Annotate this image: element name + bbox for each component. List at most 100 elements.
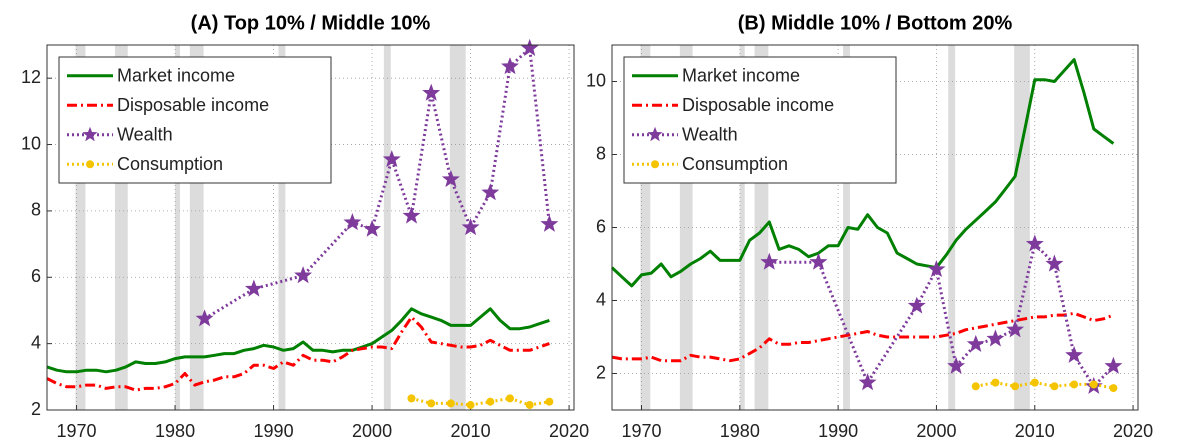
marker-star xyxy=(1006,320,1025,338)
marker-dot xyxy=(427,399,436,408)
marker-dot xyxy=(466,401,475,410)
legend-label: Market income xyxy=(682,66,800,86)
series-line xyxy=(611,311,1114,363)
marker-star xyxy=(402,206,421,224)
marker-star xyxy=(244,279,263,297)
marker-star xyxy=(195,309,214,327)
marker-dot xyxy=(446,399,455,408)
x-tick-label: 2020 xyxy=(549,421,589,441)
recession-shade xyxy=(383,45,391,410)
marker-star xyxy=(1104,356,1123,374)
marker-dot xyxy=(486,397,495,406)
marker-dot xyxy=(545,397,554,406)
panel: (A) Top 10% / Middle 10% 2 4 6 8 10 12 1970 1980… xyxy=(21,12,589,440)
marker-star xyxy=(481,183,500,201)
y-tick-label: 2 xyxy=(596,362,606,382)
recession-shade xyxy=(175,45,180,410)
marker-star xyxy=(461,218,480,236)
y-tick-label: 8 xyxy=(31,200,41,220)
marker-dot xyxy=(1109,384,1118,393)
marker-star xyxy=(540,214,559,232)
marker-dot xyxy=(1070,380,1079,389)
x-tick-label: 1990 xyxy=(818,421,858,441)
legend-label: Market income xyxy=(117,66,235,86)
marker-star xyxy=(986,329,1005,347)
marker-star xyxy=(907,296,926,314)
y-tick-label: 10 xyxy=(586,70,606,90)
plot-frame xyxy=(611,44,1139,411)
marker-star xyxy=(294,266,313,284)
legend-marker xyxy=(651,160,659,169)
legend-marker xyxy=(647,126,663,142)
legend-marker xyxy=(86,160,94,169)
legend-label: Consumption xyxy=(117,154,223,174)
y-tick-label: 12 xyxy=(21,67,41,87)
marker-star xyxy=(927,260,946,278)
x-tick-label: 2010 xyxy=(1015,421,1055,441)
series-line xyxy=(203,46,551,321)
legend-marker xyxy=(82,126,98,142)
legend-label: Wealth xyxy=(117,125,173,145)
series-line xyxy=(610,58,1115,288)
marker-star xyxy=(809,252,828,270)
recession-shade xyxy=(948,45,956,410)
y-tick-label: 8 xyxy=(596,143,606,163)
marker-dot xyxy=(991,378,1000,387)
marker-dot xyxy=(407,394,416,403)
marker-star xyxy=(966,334,985,352)
y-tick-label: 6 xyxy=(31,266,41,286)
marker-dot xyxy=(525,401,534,410)
legend-label: Disposable income xyxy=(117,95,269,115)
chart-title: (A) Top 10% / Middle 10% xyxy=(191,12,431,34)
marker-star xyxy=(858,373,877,391)
marker-star xyxy=(760,252,779,270)
chart-title: (B) Middle 10% / Bottom 20% xyxy=(738,12,1013,34)
marker-dot xyxy=(971,382,980,391)
y-tick-label: 6 xyxy=(596,216,606,236)
legend-label: Consumption xyxy=(682,154,788,174)
recession-shade xyxy=(75,45,86,410)
panel: (B) Middle 10% / Bottom 20% 2 4 6 8 10 1970 198… xyxy=(586,12,1153,440)
y-tick-label: 2 xyxy=(31,399,41,419)
marker-star xyxy=(947,356,966,374)
series-line xyxy=(769,242,1115,388)
marker-dot xyxy=(505,394,514,403)
recession-shade xyxy=(739,45,745,410)
recession-shade xyxy=(278,45,286,410)
marker-star xyxy=(501,57,519,75)
legend-box xyxy=(623,56,897,184)
recession-shade xyxy=(640,45,651,410)
x-tick-label: 1970 xyxy=(57,421,97,441)
legend-box xyxy=(58,56,332,184)
x-tick-label: 2020 xyxy=(1113,421,1153,441)
marker-dot xyxy=(1089,380,1098,389)
x-tick-label: 1980 xyxy=(720,421,760,441)
marker-dot xyxy=(1030,378,1039,387)
marker-star xyxy=(441,169,460,188)
legend-label: Wealth xyxy=(682,125,738,145)
marker-star xyxy=(1025,234,1044,252)
marker-star xyxy=(382,150,401,168)
y-tick-label: 4 xyxy=(596,289,606,309)
recession-shade xyxy=(449,45,466,410)
x-tick-label: 1990 xyxy=(254,421,294,441)
marker-dot xyxy=(1050,382,1059,391)
x-tick-label: 2010 xyxy=(451,421,491,441)
marker-star xyxy=(520,38,539,56)
marker-star xyxy=(1065,345,1084,363)
marker-star xyxy=(422,83,441,101)
x-tick-label: 1980 xyxy=(155,421,195,441)
marker-dot xyxy=(1011,382,1020,391)
y-tick-label: 4 xyxy=(31,332,41,352)
series-line xyxy=(46,315,550,392)
y-tick-label: 10 xyxy=(21,133,41,153)
marker-star xyxy=(1045,254,1064,272)
marker-star xyxy=(343,213,362,231)
plot-frame xyxy=(46,44,575,411)
x-tick-label: 2000 xyxy=(352,421,392,441)
x-tick-label: 2000 xyxy=(916,421,956,441)
legend-label: Disposable income xyxy=(682,95,834,115)
x-tick-label: 1970 xyxy=(621,421,661,441)
series-line xyxy=(46,307,550,374)
